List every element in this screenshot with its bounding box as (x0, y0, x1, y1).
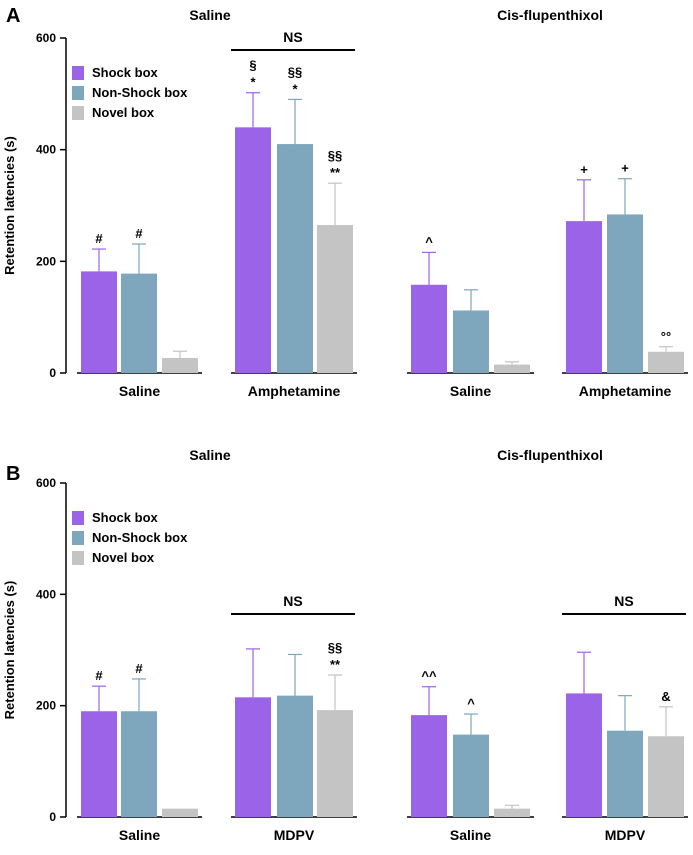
bar (235, 127, 271, 373)
bar (317, 225, 353, 373)
legend-swatch (72, 551, 84, 565)
significance-annotation: ** (330, 165, 341, 180)
panel-label: A (6, 5, 20, 27)
significance-annotation: §§ (328, 148, 342, 163)
bar (566, 221, 602, 373)
y-tick-label: 400 (36, 587, 56, 601)
bar (411, 715, 447, 817)
y-tick-label: 0 (49, 366, 56, 380)
legend-swatch (72, 106, 84, 120)
bar (453, 734, 489, 817)
y-tick-label: 200 (36, 699, 56, 713)
significance-annotation: + (580, 162, 588, 177)
bar (494, 364, 530, 373)
bar (277, 695, 313, 817)
bar (162, 808, 198, 817)
legend-swatch (72, 66, 84, 80)
x-category-label: Saline (119, 383, 160, 399)
legend-entry: Shock box (92, 65, 159, 80)
significance-annotation: °° (661, 329, 671, 344)
y-axis-label: Retention latencies (s) (2, 581, 17, 720)
significance-annotation: * (250, 75, 256, 90)
legend-entry: Shock box (92, 510, 159, 525)
legend-swatch (72, 531, 84, 545)
bar (121, 711, 157, 817)
bar (235, 697, 271, 817)
bar (411, 284, 447, 373)
section-title: Cis-flupenthixol (497, 447, 603, 463)
significance-annotation: # (135, 226, 143, 241)
bar (162, 357, 198, 373)
x-category-label: MDPV (605, 827, 646, 843)
bar (81, 271, 117, 373)
bar (494, 808, 530, 817)
significance-annotation: § (249, 58, 256, 73)
bar (566, 693, 602, 817)
bar (607, 214, 643, 373)
bar (648, 351, 684, 373)
panel-label: B (6, 463, 20, 485)
section-title: Saline (189, 7, 230, 23)
legend-swatch (72, 511, 84, 525)
significance-annotation: ^ (467, 696, 475, 711)
bar (277, 144, 313, 373)
legend-entry: Non-Shock box (92, 85, 188, 100)
bar (607, 730, 643, 817)
x-category-label: Amphetamine (248, 383, 341, 399)
y-tick-label: 600 (36, 31, 56, 45)
y-tick-label: 400 (36, 143, 56, 157)
y-tick-label: 600 (36, 476, 56, 490)
ns-bracket-label: NS (283, 29, 302, 45)
legend-entry: Non-Shock box (92, 530, 188, 545)
section-title: Saline (189, 447, 230, 463)
legend-entry: Novel box (92, 105, 155, 120)
significance-annotation: * (292, 81, 298, 96)
significance-annotation: # (95, 231, 103, 246)
legend-swatch (72, 86, 84, 100)
bar (453, 310, 489, 373)
legend-entry: Novel box (92, 550, 155, 565)
x-category-label: MDPV (274, 827, 315, 843)
significance-annotation: §§ (288, 64, 302, 79)
y-axis-label: Retention latencies (s) (2, 136, 17, 275)
ns-bracket-label: NS (283, 593, 302, 609)
x-category-label: Amphetamine (579, 383, 672, 399)
section-title: Cis-flupenthixol (497, 7, 603, 23)
bar (121, 273, 157, 373)
significance-annotation: §§ (328, 640, 342, 655)
y-tick-label: 0 (49, 810, 56, 824)
significance-annotation: & (661, 689, 670, 704)
significance-annotation: ^^ (421, 669, 437, 684)
significance-annotation: ^ (425, 234, 433, 249)
bar (317, 710, 353, 817)
significance-annotation: ** (330, 657, 341, 672)
bar (648, 736, 684, 817)
significance-annotation: + (621, 161, 629, 176)
y-tick-label: 200 (36, 254, 56, 268)
x-category-label: Saline (450, 383, 491, 399)
bar (81, 711, 117, 817)
x-category-label: Saline (450, 827, 491, 843)
ns-bracket-label: NS (614, 593, 633, 609)
significance-annotation: # (135, 661, 143, 676)
significance-annotation: # (95, 668, 103, 683)
x-category-label: Saline (119, 827, 160, 843)
